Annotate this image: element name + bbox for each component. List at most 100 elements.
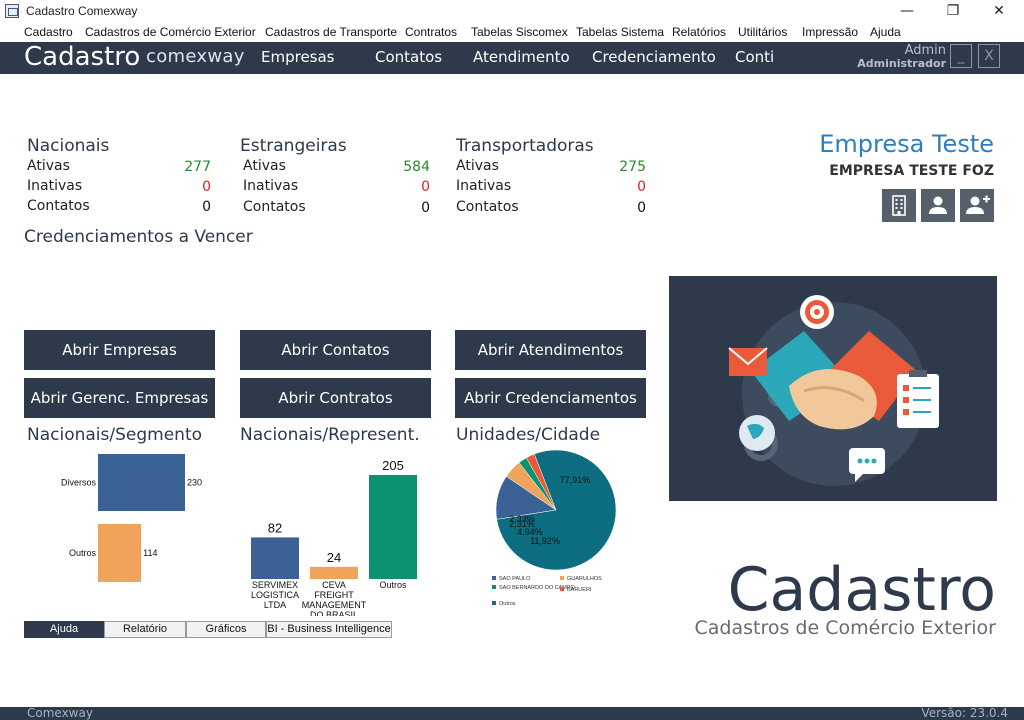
- footer-version: Versão: 23.0.4: [921, 706, 1008, 720]
- stat-label-contatos: Contatos: [243, 199, 306, 215]
- menu-ajuda[interactable]: Ajuda: [870, 25, 901, 39]
- stat-label-ativas: Ativas: [27, 158, 70, 174]
- bar-category-label: SERVIMEX: [252, 580, 298, 590]
- pie-value-label: 77,91%: [560, 475, 591, 485]
- legend-swatch: [492, 585, 496, 589]
- stats-title: Estrangeiras: [240, 136, 347, 156]
- bar: [98, 454, 185, 511]
- bar-value-label: 82: [268, 520, 282, 535]
- stats-title: Nacionais: [27, 136, 110, 156]
- menu-cadastros-comercio-exterior[interactable]: Cadastros de Comércio Exterior: [85, 25, 256, 39]
- stat-value-inativas: 0: [202, 179, 211, 195]
- stat-value-ativas: 275: [619, 159, 646, 175]
- stat-value-ativas: 277: [184, 159, 211, 175]
- bar-value-label: 205: [382, 458, 404, 473]
- header-minimize-button[interactable]: _: [950, 44, 972, 68]
- menu-utilitarios[interactable]: Utilitários: [738, 25, 788, 39]
- abrir-empresas-button[interactable]: Abrir Empresas: [24, 330, 215, 370]
- window-titlebar: Cadastro Comexway — ❐ ✕: [0, 0, 1024, 22]
- bar-category-label: Diversos: [61, 478, 97, 488]
- building-icon[interactable]: [882, 189, 916, 222]
- abrir-credenciamentos-button[interactable]: Abrir Credenciamentos: [455, 378, 646, 418]
- pie-value-label: 4,94%: [517, 527, 543, 537]
- menu-contratos[interactable]: Contratos: [405, 25, 458, 39]
- user-add-icon[interactable]: [960, 189, 994, 222]
- abrir-contatos-button[interactable]: Abrir Contatos: [240, 330, 431, 370]
- bar-category-label: DO BRASIL: [310, 610, 358, 616]
- legend-label: SAO BERNARDO DO CAMPO: [499, 585, 576, 591]
- abrir-gerenc-empresas-button[interactable]: Abrir Gerenc. Empresas: [24, 378, 215, 418]
- app-icon: [5, 4, 19, 18]
- stat-label-contatos: Contatos: [456, 199, 519, 215]
- menu-tabelas-siscomex[interactable]: Tabelas Siscomex: [471, 25, 568, 39]
- bar-category-label: FREIGHT: [314, 590, 354, 600]
- menu-cadastros-transporte[interactable]: Cadastros de Transporte: [265, 25, 398, 39]
- handshake-illustration: [669, 276, 997, 501]
- pie-value-label: 2,31%: [509, 519, 535, 529]
- stat-value-contatos: 0: [421, 200, 430, 216]
- abrir-contratos-button[interactable]: Abrir Contratos: [240, 378, 431, 418]
- bar-category-label: MANAGEMENT: [302, 600, 367, 610]
- maximize-button[interactable]: ❐: [946, 3, 960, 19]
- cidade-pie-chart: 11,92%4,94%2,31%2,33% 77,91% SAO PAULO GUAR…: [492, 449, 617, 607]
- bar-category-label: CEVA: [322, 580, 346, 590]
- menu-tabelas-sistema[interactable]: Tabelas Sistema: [576, 25, 665, 39]
- legend-swatch: [492, 601, 496, 605]
- tab-graficos[interactable]: Gráficos: [186, 621, 266, 638]
- pie-slice: [496, 449, 617, 571]
- tab-ajuda[interactable]: Ajuda: [24, 621, 104, 638]
- tab-relatorio[interactable]: Relatório: [104, 621, 186, 638]
- status-bar: Comexway Versão: 23.0.4: [0, 706, 1024, 720]
- brand-title: Cadastro: [24, 42, 141, 72]
- user-role: Administrador: [857, 57, 946, 70]
- menu-cadastro[interactable]: Cadastro: [24, 25, 73, 39]
- pie-value-label: 11,92%: [530, 536, 560, 546]
- stat-value-contatos: 0: [202, 199, 211, 215]
- menu-bar: Cadastro Cadastros de Comércio Exterior …: [0, 22, 1024, 42]
- menu-relatorios[interactable]: Relatórios: [672, 25, 727, 39]
- header-close-button[interactable]: X: [978, 44, 1000, 68]
- stat-label-inativas: Inativas: [456, 178, 512, 194]
- pie-value-label: 2,33%: [509, 514, 535, 524]
- stat-label-ativas: Ativas: [243, 158, 286, 174]
- tab-bi[interactable]: BI - Business Intelligence: [266, 621, 392, 638]
- user-name: Admin: [904, 43, 946, 58]
- footer-company: Comexway: [27, 706, 93, 720]
- legend-swatch: [560, 587, 564, 591]
- bar-category-label: Outros: [69, 548, 97, 558]
- stat-label-ativas: Ativas: [456, 158, 499, 174]
- bar-value-label: 230: [187, 478, 202, 488]
- legend-label: GUARULHOS: [567, 576, 602, 582]
- legend-swatch: [492, 576, 496, 580]
- stat-label-inativas: Inativas: [243, 178, 299, 194]
- abrir-atendimentos-button[interactable]: Abrir Atendimentos: [455, 330, 646, 370]
- nav-conti[interactable]: Conti: [735, 48, 775, 66]
- bar-value-label: 24: [327, 550, 341, 565]
- nav-contatos[interactable]: Contatos: [375, 48, 443, 66]
- close-window-button[interactable]: ✕: [993, 3, 1005, 19]
- big-subtitle: Cadastros de Comércio Exterior: [694, 617, 997, 639]
- stat-label-contatos: Contatos: [27, 198, 90, 214]
- stat-value-inativas: 0: [637, 179, 646, 195]
- bar: [251, 537, 299, 579]
- bar: [369, 475, 417, 579]
- brand-subtitle: comexway: [146, 46, 245, 67]
- minimize-button[interactable]: —: [900, 3, 914, 19]
- nav-atendimento[interactable]: Atendimento: [473, 48, 570, 66]
- segmento-bar-chart: Diversos 230 Outros 114: [61, 454, 202, 582]
- chart-title-segmento: Nacionais/Segmento: [27, 425, 203, 445]
- big-title: Cadastro: [727, 555, 996, 625]
- credenciamentos-title: Credenciamentos a Vencer: [24, 227, 253, 247]
- bar-category-label: LTDA: [264, 600, 286, 610]
- stat-value-inativas: 0: [421, 179, 430, 195]
- bar-category-label: Outros: [379, 580, 407, 590]
- stats-title: Transportadoras: [456, 136, 594, 156]
- legend-label: Outros: [499, 601, 516, 607]
- nav-empresas[interactable]: Empresas: [261, 48, 335, 66]
- nav-credenciamento[interactable]: Credenciamento: [592, 48, 716, 66]
- company-subtitle: EMPRESA TESTE FOZ: [829, 163, 994, 179]
- user-icon[interactable]: [921, 189, 955, 222]
- legend-label: BARUERI: [567, 587, 592, 593]
- menu-impressao[interactable]: Impressão: [802, 25, 859, 39]
